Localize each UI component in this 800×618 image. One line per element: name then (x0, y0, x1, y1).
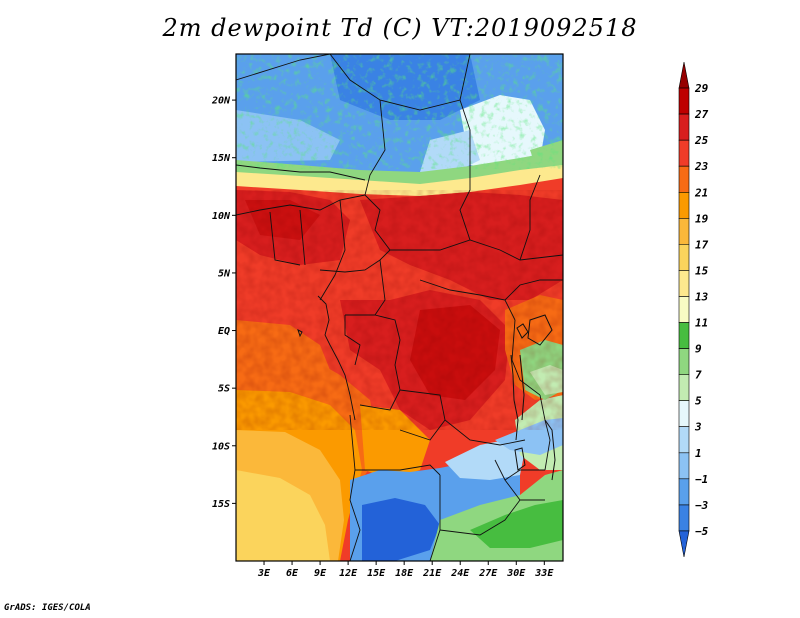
country-borders (236, 54, 563, 561)
colorbar-label: 13 (695, 290, 709, 303)
colorbar-swatch (678, 139, 690, 167)
x-tick-label: 6E (286, 568, 299, 579)
field-darkblue-south (362, 498, 440, 561)
x-tick-label: 12E (339, 568, 358, 579)
map-frame (235, 53, 564, 562)
colorbar-label: −1 (695, 473, 708, 486)
map-panel (236, 54, 563, 561)
colorbar-label: 25 (694, 134, 709, 147)
colorbar-label: 21 (694, 186, 708, 199)
colorbar-swatch (678, 113, 690, 141)
x-tick-label: 27E (478, 568, 498, 579)
chart-title: 2m dewpoint Td (C) VT:2019092518 (162, 14, 638, 42)
field-sahel-yellow (236, 165, 563, 196)
colorbar-swatch (678, 426, 690, 454)
colorbar-label: 11 (695, 317, 708, 330)
colorbar-swatch (678, 270, 690, 297)
x-tick-label: 3E (257, 568, 271, 579)
colorbar-label: 3 (694, 421, 702, 434)
colorbar-label: 27 (694, 108, 709, 121)
colorbar-swatch (678, 296, 690, 323)
y-tick-label: 15N (212, 153, 231, 164)
y-tick-label: 5N (218, 268, 231, 279)
colorbar-label: 29 (694, 82, 709, 95)
colorbar-swatch (678, 218, 690, 245)
x-tick-label: 15E (367, 568, 386, 579)
y-tick-label: 10N (212, 211, 231, 222)
y-tick-label: 20N (211, 96, 231, 107)
lakes (297, 314, 556, 481)
colorbar-swatch (678, 478, 690, 506)
colorbar-label: 23 (694, 160, 709, 173)
field-lightblue-south (445, 440, 525, 480)
colorbar-swatch (678, 87, 690, 115)
field-yellow-south (236, 470, 330, 561)
x-tick-label: 9E (314, 568, 327, 579)
colorbar-swatch (678, 530, 690, 558)
y-axis: 20N 15N 10N 5N EQ 5S 10S 15S (211, 96, 236, 510)
coastline-atlantic (317, 295, 356, 421)
colorbar-swatch (678, 165, 690, 193)
x-tick-label: 24E (450, 568, 470, 579)
colorbar-label: 1 (695, 447, 702, 460)
y-tick-label: EQ (218, 326, 230, 337)
colorbar-swatch (678, 374, 690, 401)
x-axis: 3E 6E 9E 12E 15E 18E 21E 24E 27E 30E 33E (257, 561, 554, 579)
colorbar-swatch (678, 61, 690, 89)
colorbar-label: 19 (695, 212, 709, 225)
colorbar-label: −3 (695, 499, 709, 512)
colorbar-swatch (678, 348, 690, 375)
colorbar-swatch (678, 400, 690, 428)
y-tick-label: 5S (218, 384, 230, 395)
colorbar-swatch (678, 191, 690, 219)
colorbar-swatch (678, 322, 690, 349)
x-tick-label: 30E (506, 568, 526, 579)
colorbar-swatch (678, 244, 690, 271)
x-tick-label: 33E (534, 568, 554, 579)
x-tick-label: 21E (422, 568, 442, 579)
dewpoint-chart: 3E 6E 9E 12E 15E 18E 21E 24E 27E 30E 33E 20N15N10N… (211, 53, 709, 579)
colorbar-label: 15 (695, 264, 709, 277)
x-tick-label: 18E (395, 568, 414, 579)
colorbar-swatch (678, 504, 690, 532)
y-tick-label: 15S (212, 499, 230, 510)
y-tick-label: 10S (212, 441, 230, 452)
colorbar: 29 27 25 23 21 19 17 15 13 11 9 7 5 3 1 −1 −3 −5 (678, 61, 709, 558)
colorbar-label: −5 (695, 525, 709, 538)
colorbar-label: 7 (695, 369, 702, 382)
colorbar-swatch (678, 452, 690, 480)
field-sahara-speckle (236, 54, 563, 169)
colorbar-label: 9 (695, 343, 702, 356)
grads-credit: GrADS: IGES/COLA (4, 603, 91, 613)
colorbar-label: 5 (695, 395, 702, 408)
colorbar-label: 17 (695, 238, 709, 251)
field-darkgreen-southeast (470, 500, 563, 548)
